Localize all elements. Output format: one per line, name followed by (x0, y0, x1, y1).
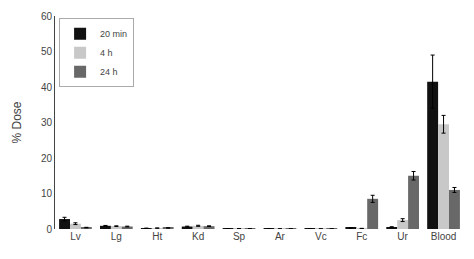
svg-text:20: 20 (41, 153, 53, 164)
svg-text:24 h: 24 h (100, 67, 118, 77)
svg-text:Blood: Blood (431, 231, 457, 242)
svg-text:30: 30 (41, 117, 53, 128)
svg-text:% Dose: % Dose (10, 101, 24, 143)
svg-text:10: 10 (41, 188, 53, 199)
svg-text:Kd: Kd (192, 231, 204, 242)
svg-text:Ar: Ar (275, 231, 286, 242)
svg-text:50: 50 (41, 46, 53, 57)
svg-text:Ht: Ht (152, 231, 162, 242)
svg-text:Fc: Fc (356, 231, 367, 242)
svg-text:4 h: 4 h (100, 48, 113, 58)
svg-text:0: 0 (46, 224, 52, 235)
svg-text:Lg: Lg (111, 231, 122, 242)
svg-text:20 min: 20 min (100, 29, 127, 39)
svg-text:Vc: Vc (315, 231, 327, 242)
svg-text:Sp: Sp (233, 231, 246, 242)
svg-text:60: 60 (41, 11, 53, 22)
svg-text:Ur: Ur (397, 231, 408, 242)
svg-text:Lv: Lv (70, 231, 81, 242)
svg-text:40: 40 (41, 82, 53, 93)
